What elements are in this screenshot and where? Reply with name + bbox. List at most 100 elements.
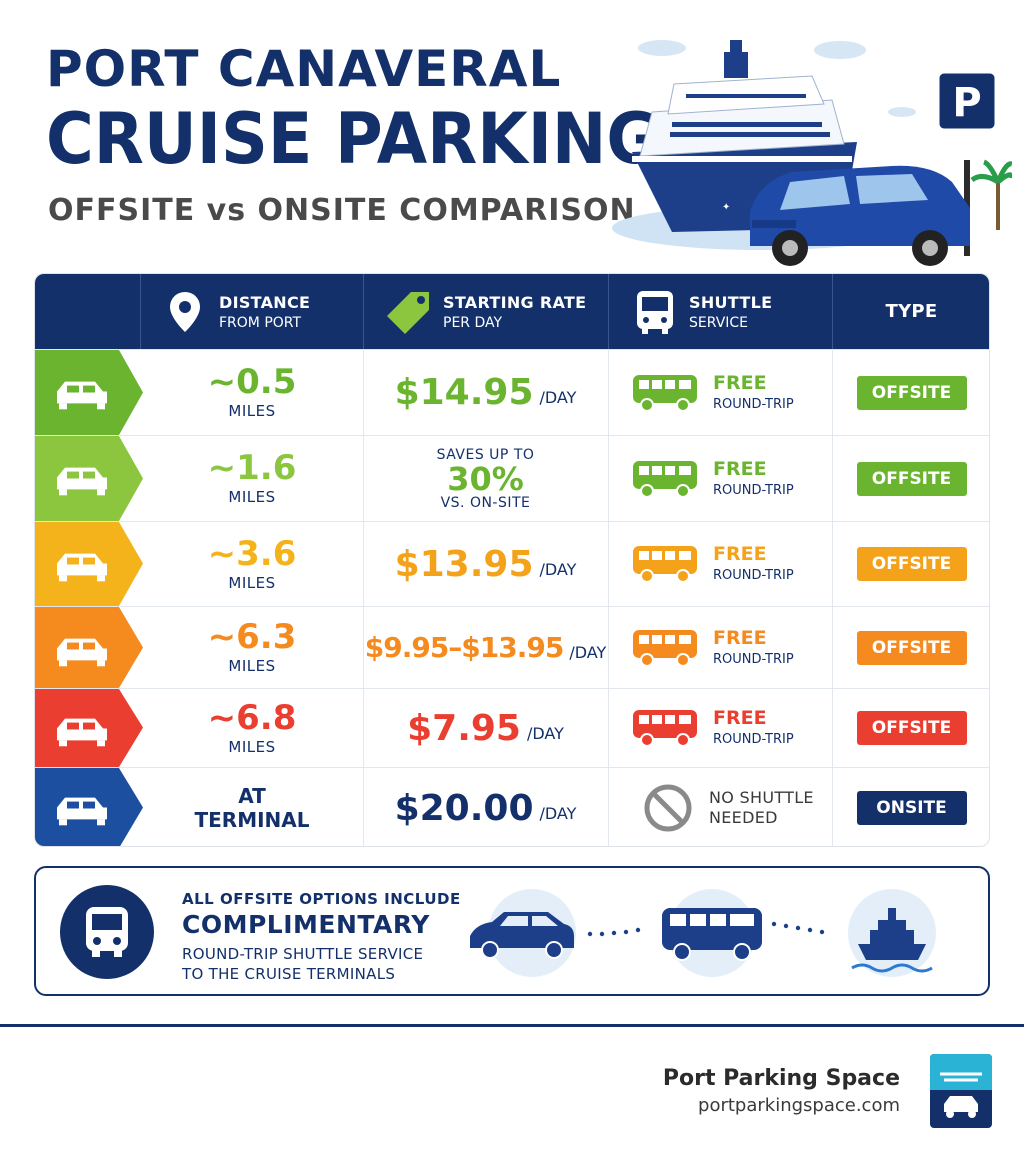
shuttle-label: FREE bbox=[713, 626, 767, 649]
rate-suffix: /DAY bbox=[526, 723, 564, 743]
shuttle-sublabel: ROUND-TRIP bbox=[713, 482, 794, 498]
page-subtitle: OFFSITE vs ONSITE COMPARISON bbox=[48, 193, 636, 228]
brand-logo bbox=[930, 1054, 992, 1128]
bus-icon bbox=[633, 546, 697, 583]
distance-cell: ~6.3 MILES bbox=[141, 607, 363, 688]
rate-suffix: /DAY bbox=[539, 803, 577, 823]
type-badge: OFFSITE bbox=[856, 711, 967, 745]
table-header: DISTANCE FROM PORT STARTING RATE PER DAY… bbox=[35, 274, 989, 349]
rate-suffix: /DAY bbox=[569, 643, 607, 662]
table-row: ~0.5 MILES $14.95 /DAY FREE ROUND-TRIP O… bbox=[35, 349, 989, 435]
car-icon bbox=[35, 607, 143, 688]
distance-value: ~1.6 bbox=[207, 448, 297, 488]
shuttle-cell: FREE ROUND-TRIP bbox=[633, 689, 833, 767]
distance-unit: MILES bbox=[228, 402, 276, 420]
column-header-label: TYPE bbox=[885, 301, 938, 322]
shuttle-sublabel: ROUND-TRIP bbox=[713, 732, 794, 747]
rate-value: $13.95 bbox=[394, 543, 534, 585]
column-header-shuttle: SHUTTLE SERVICE bbox=[633, 274, 772, 349]
car-icon bbox=[35, 522, 143, 606]
rate-cell: $13.95 /DAY bbox=[363, 522, 608, 606]
column-header-sublabel: FROM PORT bbox=[219, 314, 302, 331]
shuttle-cell: FREE ROUND-TRIP bbox=[633, 522, 833, 606]
column-header-label: DISTANCE bbox=[219, 292, 311, 312]
info-line3: ROUND-TRIP SHUTTLE SERVICE bbox=[182, 945, 424, 963]
type-badge: OFFSITE bbox=[856, 375, 967, 410]
column-header-sublabel: PER DAY bbox=[443, 314, 503, 331]
distance-cell: ~6.8 MILES bbox=[141, 689, 363, 767]
column-divider bbox=[608, 349, 609, 846]
column-header-label: STARTING RATE bbox=[443, 292, 587, 312]
header-divider bbox=[832, 274, 833, 349]
column-header-rate: STARTING RATE PER DAY bbox=[387, 274, 586, 349]
type-cell: OFFSITE bbox=[832, 689, 989, 767]
comparison-table: DISTANCE FROM PORT STARTING RATE PER DAY… bbox=[34, 273, 990, 847]
distance-cell: AT TERMINAL bbox=[141, 768, 363, 846]
bus-icon bbox=[633, 629, 697, 667]
table-row: ~6.8 MILES $7.95 /DAY FREE ROUND-TRIP OF… bbox=[35, 688, 989, 767]
car-icon bbox=[35, 768, 143, 846]
shuttle-info-box: ALL OFFSITE OPTIONS INCLUDE COMPLIMENTAR… bbox=[34, 866, 990, 996]
bus-icon bbox=[633, 710, 697, 747]
car-icon bbox=[35, 689, 143, 767]
page-title-line1: PORT CANAVERAL bbox=[46, 40, 562, 98]
table-row: AT TERMINAL $20.00 /DAY NO SHUTTLE NEEDE… bbox=[35, 767, 989, 846]
no-shuttle-line2: NEEDED bbox=[709, 808, 778, 827]
header-divider bbox=[608, 274, 609, 349]
distance-unit: MILES bbox=[228, 737, 276, 756]
brand-url: portparkingspace.com bbox=[698, 1095, 900, 1116]
rate-cell: $9.95–$13.95 /DAY bbox=[363, 607, 608, 688]
bus-icon bbox=[633, 290, 677, 334]
savings-label: SAVES UP TO bbox=[436, 446, 535, 463]
bus-icon bbox=[60, 885, 154, 979]
brand-block: Port Parking Space portparkingspace.com bbox=[663, 1066, 900, 1116]
rate-cell: $7.95 /DAY bbox=[363, 689, 608, 767]
shuttle-label: FREE bbox=[713, 707, 767, 729]
type-badge: OFFSITE bbox=[856, 461, 967, 496]
distance-unit: MILES bbox=[228, 488, 276, 506]
shuttle-cell: FREE ROUND-TRIP bbox=[633, 436, 833, 521]
distance-cell: ~3.6 MILES bbox=[141, 522, 363, 606]
map-pin-icon bbox=[163, 290, 207, 334]
footer-divider bbox=[0, 1024, 1024, 1027]
type-cell: OFFSITE bbox=[832, 607, 989, 688]
brand-name: Port Parking Space bbox=[662, 1066, 900, 1091]
no-shuttle-line1: NO SHUTTLE bbox=[709, 788, 814, 807]
rate-cell: $20.00 /DAY bbox=[363, 768, 608, 846]
info-line1: ALL OFFSITE OPTIONS INCLUDE bbox=[182, 890, 461, 908]
distance-line1: AT bbox=[238, 784, 266, 808]
type-cell: OFFSITE bbox=[832, 436, 989, 521]
car-icon bbox=[35, 350, 143, 435]
column-header-sublabel: SERVICE bbox=[689, 314, 749, 331]
rate-cell: SAVES UP TO 30% VS. ON-SITE bbox=[363, 436, 608, 521]
bus-icon bbox=[633, 374, 697, 412]
parking-sign-letter: P bbox=[952, 80, 981, 126]
shuttle-label: FREE bbox=[713, 543, 767, 565]
type-badge: ONSITE bbox=[856, 791, 967, 825]
table-row: ~3.6 MILES $13.95 /DAY FREE ROUND-TRIP O… bbox=[35, 521, 989, 606]
info-headline: COMPLIMENTARY bbox=[182, 910, 430, 939]
type-cell: OFFSITE bbox=[832, 350, 989, 435]
distance-value: ~3.6 bbox=[207, 533, 297, 574]
bus-icon bbox=[633, 460, 697, 498]
column-header-label: SHUTTLE bbox=[689, 292, 773, 312]
distance-value: ~6.3 bbox=[207, 617, 297, 657]
info-description: ROUND-TRIP SHUTTLE SERVICE TO THE CRUISE… bbox=[182, 944, 423, 985]
table-row: ~1.6 MILES SAVES UP TO 30% VS. ON-SITE F… bbox=[35, 435, 989, 521]
no-shuttle-icon bbox=[644, 784, 692, 832]
shuttle-cell: FREE ROUND-TRIP bbox=[633, 607, 833, 688]
column-divider bbox=[832, 349, 833, 846]
distance-value: ~0.5 bbox=[207, 362, 297, 402]
header-divider bbox=[363, 274, 364, 349]
rate-value: $14.95 bbox=[394, 372, 534, 413]
distance-unit: MILES bbox=[228, 573, 276, 592]
type-badge: OFFSITE bbox=[856, 630, 967, 665]
shuttle-cell: NO SHUTTLE NEEDED bbox=[633, 768, 833, 846]
distance-cell: ~1.6 MILES bbox=[141, 436, 363, 521]
shuttle-sublabel: ROUND-TRIP bbox=[713, 396, 794, 412]
distance-line2: TERMINAL bbox=[194, 808, 310, 832]
rate-value: $7.95 bbox=[407, 707, 521, 749]
svg-text:✦: ✦ bbox=[722, 202, 730, 213]
cruise-ship-car-illustration: ✦ P bbox=[612, 40, 1012, 266]
distance-value: ~6.8 bbox=[207, 697, 297, 738]
